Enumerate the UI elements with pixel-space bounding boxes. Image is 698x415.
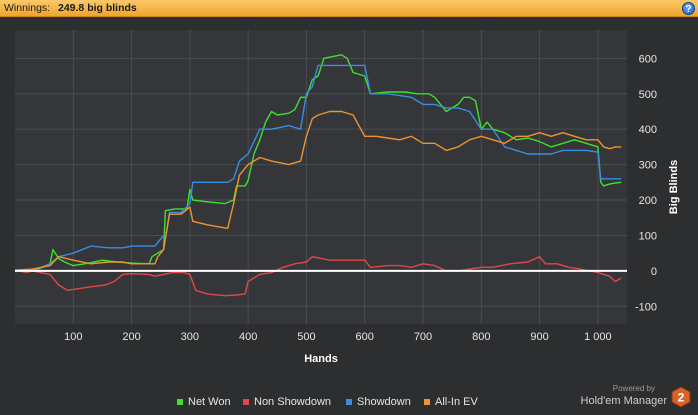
hm2-logo-icon: 2 bbox=[671, 387, 691, 407]
y-axis-ticks: -100 0 100 200 300 400 500 600 bbox=[635, 53, 657, 313]
legend-swatch-showdown bbox=[346, 399, 352, 405]
y-tick-label: 100 bbox=[639, 230, 657, 242]
x-axis-title: Hands bbox=[304, 353, 338, 365]
x-tick-label: 200 bbox=[122, 331, 140, 343]
y-tick-label: -100 bbox=[635, 301, 657, 313]
holdem-manager-brand: Powered by Hold'em Manager 2 bbox=[561, 382, 693, 410]
legend-item-showdown[interactable]: Showdown bbox=[346, 395, 411, 409]
series-line-all-in-ev[interactable] bbox=[14, 110, 622, 271]
winnings-label: Winnings: bbox=[4, 2, 51, 14]
x-tick-label: 300 bbox=[181, 331, 199, 343]
x-tick-label: 600 bbox=[356, 331, 374, 343]
y-tick-label: 400 bbox=[639, 124, 657, 136]
legend: Net Won Non Showdown Showdown All-In EV bbox=[0, 395, 698, 409]
powered-by-text: Powered by bbox=[612, 384, 655, 393]
legend-item-non-showdown[interactable]: Non Showdown bbox=[243, 395, 331, 409]
help-icon[interactable]: ? bbox=[682, 2, 695, 15]
y-tick-label: 600 bbox=[639, 53, 657, 65]
legend-swatch-non-showdown bbox=[243, 399, 249, 405]
legend-item-allin-ev[interactable]: All-In EV bbox=[424, 395, 478, 409]
y-tick-label: 0 bbox=[651, 266, 657, 278]
legend-label-showdown: Showdown bbox=[357, 396, 411, 408]
series-lines bbox=[14, 54, 622, 297]
x-tick-label: 500 bbox=[297, 331, 315, 343]
x-tick-label: 900 bbox=[530, 331, 548, 343]
x-axis-ticks: 100 200 300 400 500 600 700 800 900 1 000 bbox=[64, 331, 612, 343]
plot-area bbox=[15, 30, 627, 324]
x-tick-label: 700 bbox=[414, 331, 432, 343]
legend-swatch-net-won bbox=[177, 399, 183, 405]
legend-item-net-won[interactable]: Net Won bbox=[177, 395, 231, 409]
x-tick-label: 800 bbox=[472, 331, 490, 343]
y-tick-label: 200 bbox=[639, 195, 657, 207]
y-tick-label: 300 bbox=[639, 160, 657, 172]
series-line-non-showdown[interactable] bbox=[14, 256, 622, 297]
y-tick-label: 500 bbox=[639, 89, 657, 101]
winnings-value: 249.8 big blinds bbox=[58, 2, 137, 14]
legend-swatch-allin-ev bbox=[424, 399, 430, 405]
x-tick-label: 1 000 bbox=[584, 331, 612, 343]
y-axis-title: Big Blinds bbox=[668, 160, 680, 214]
legend-label-non-showdown: Non Showdown bbox=[254, 396, 332, 408]
header-bar: Winnings: 249.8 big blinds ? bbox=[0, 0, 698, 17]
hm2-logo-text: 2 bbox=[678, 391, 685, 405]
series-line-showdown[interactable] bbox=[14, 64, 622, 272]
brand-name: Hold'em Manager bbox=[580, 395, 667, 407]
x-tick-label: 100 bbox=[64, 331, 82, 343]
legend-label-net-won: Net Won bbox=[188, 396, 231, 408]
legend-label-allin-ev: All-In EV bbox=[435, 396, 478, 408]
x-tick-label: 400 bbox=[239, 331, 257, 343]
